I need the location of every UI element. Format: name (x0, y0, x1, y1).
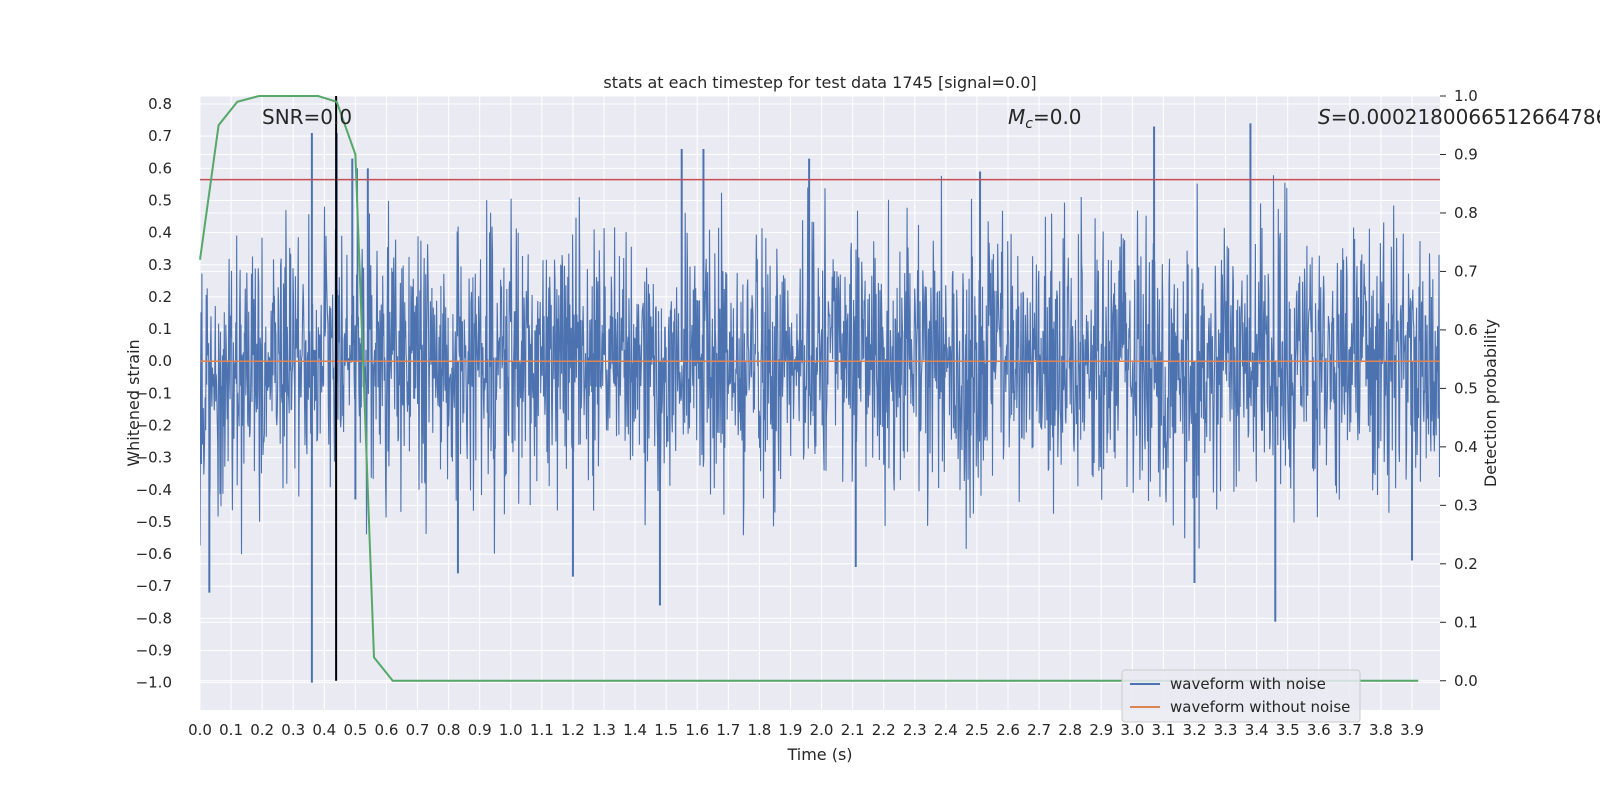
y-axis-ticks: 0.8 0.7 0.6 0.5 0.4 0.3 0.2 0.1 0.0 −0.1 −0.2 −0.3 −… (136, 95, 172, 692)
x-tick-label: 2.4 (934, 721, 958, 739)
legend: waveform with noise waveform without noi… (1121, 669, 1361, 723)
x-tick-label: 2.6 (996, 721, 1020, 739)
plot-area (199, 95, 1440, 683)
y2-axis-label: Detection probability (1481, 319, 1500, 487)
x-tick-label: 3.4 (1245, 721, 1269, 739)
x-tick-label: 2.2 (872, 721, 896, 739)
y-tick-label: 0.4 (148, 224, 172, 242)
y-axis-label: Whitened strain (124, 339, 143, 466)
x-tick-label: 3.7 (1338, 721, 1362, 739)
x-axis-ticks: 0.0 0.1 0.2 0.3 0.4 0.5 0.6 0.7 0.8 0.9 1.0 1.1 1.2 1… (188, 721, 1424, 739)
legend-label-clean: waveform without noise (1170, 698, 1350, 716)
x-tick-label: 1.2 (561, 721, 585, 739)
x-tick-label: 2.7 (1027, 721, 1051, 739)
y2-axis-ticks: 1.0 0.9 0.8 0.7 0.6 0.5 0.4 0.3 0.2 0.1 0.0 (1440, 87, 1478, 690)
waveform-with-noise-series (200, 123, 1440, 683)
y2-tick-label: 0.5 (1454, 379, 1478, 397)
x-tick-label: 0.1 (219, 721, 243, 739)
y-tick-label: −0.2 (136, 417, 172, 435)
waveform-with-noise-trace (200, 168, 1440, 555)
y2-tick-label: 0.1 (1454, 613, 1478, 631)
chirp-mass-annotation: Mc=0.0 (1008, 105, 1082, 132)
y-tick-label: −0.4 (136, 481, 172, 499)
x-tick-label: 0.4 (312, 721, 336, 739)
x-tick-label: 1.9 (779, 721, 803, 739)
y-tick-label: −0.7 (136, 577, 172, 595)
legend-label-noise: waveform with noise (1170, 675, 1326, 693)
x-tick-label: 1.1 (530, 721, 554, 739)
x-tick-label: 0.9 (468, 721, 492, 739)
y2-tick-label: 0.9 (1454, 145, 1478, 163)
s-annotation: S=0.0002180066512664786 (1318, 105, 1600, 129)
x-tick-label: 3.2 (1183, 721, 1207, 739)
y-tick-label: 0.3 (148, 256, 172, 274)
x-tick-label: 3.8 (1369, 721, 1393, 739)
y2-tick-label: 0.0 (1454, 672, 1478, 690)
x-tick-label: 3.6 (1307, 721, 1331, 739)
y2-tick-label: 0.2 (1454, 555, 1478, 573)
x-tick-label: 1.5 (654, 721, 678, 739)
y-tick-label: 0.1 (148, 320, 172, 338)
x-tick-label: 1.3 (592, 721, 616, 739)
x-tick-label: 1.8 (747, 721, 771, 739)
y-tick-label: −0.9 (136, 642, 172, 660)
x-tick-label: 3.0 (1120, 721, 1144, 739)
chart-title: stats at each timestep for test data 174… (603, 73, 1036, 92)
y-tick-label: 0.6 (148, 159, 172, 177)
y2-tick-label: 0.3 (1454, 496, 1478, 514)
x-tick-label: 0.2 (250, 721, 274, 739)
x-tick-label: 1.7 (716, 721, 740, 739)
y-tick-label: 0.8 (148, 95, 172, 113)
x-axis-label: Time (s) (786, 745, 852, 764)
y-tick-label: 0.0 (148, 352, 172, 370)
y-tick-label: −0.3 (136, 449, 172, 467)
y-tick-label: −1.0 (136, 674, 172, 692)
x-tick-label: 0.3 (281, 721, 305, 739)
x-tick-label: 2.9 (1089, 721, 1113, 739)
detection-probability-series (199, 95, 1419, 682)
x-tick-label: 1.4 (623, 721, 647, 739)
snr-annotation: SNR=0.0 (262, 105, 352, 129)
x-tick-label: 2.8 (1058, 721, 1082, 739)
x-tick-label: 0.0 (188, 721, 212, 739)
x-tick-label: 1.0 (499, 721, 523, 739)
x-tick-label: 3.9 (1400, 721, 1424, 739)
x-tick-label: 3.3 (1214, 721, 1238, 739)
y2-tick-label: 0.4 (1454, 438, 1478, 456)
y2-tick-label: 0.7 (1454, 262, 1478, 280)
x-tick-label: 0.7 (406, 721, 430, 739)
y-tick-label: −0.1 (136, 384, 172, 402)
x-tick-label: 1.6 (685, 721, 709, 739)
x-tick-label: 2.0 (810, 721, 834, 739)
legend-box (1121, 669, 1361, 723)
y-tick-label: 0.5 (148, 191, 172, 209)
x-tick-label: 0.5 (343, 721, 367, 739)
y-tick-label: 0.2 (148, 288, 172, 306)
y-tick-label: 0.7 (148, 127, 172, 145)
x-tick-label: 2.3 (903, 721, 927, 739)
x-tick-label: 3.5 (1276, 721, 1300, 739)
x-tick-label: 0.8 (437, 721, 461, 739)
x-tick-label: 3.1 (1151, 721, 1175, 739)
x-tick-label: 2.5 (965, 721, 989, 739)
y2-tick-label: 1.0 (1454, 87, 1478, 105)
y-tick-label: −0.8 (136, 609, 172, 627)
y2-tick-label: 0.8 (1454, 204, 1478, 222)
y2-tick-label: 0.6 (1454, 321, 1478, 339)
y-tick-label: −0.5 (136, 513, 172, 531)
y-tick-label: −0.6 (136, 545, 172, 563)
x-tick-label: 0.6 (375, 721, 399, 739)
x-tick-label: 2.1 (841, 721, 865, 739)
